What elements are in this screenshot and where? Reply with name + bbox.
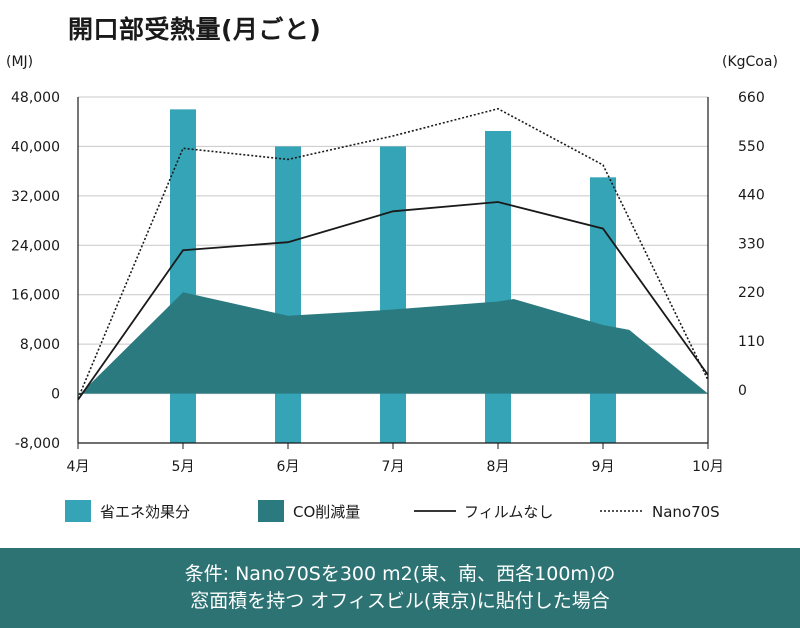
co-area-shape	[78, 292, 708, 397]
left-tick-label: -8,000	[15, 436, 60, 452]
chart: 48,000 40,000 32,000 24,000 16,000 8,000 0 -8,0…	[6, 54, 778, 522]
category-label: 7月	[382, 459, 405, 475]
legend: 省エネ効果分 CO削減量 フィルムなし Nano70S	[65, 500, 720, 522]
right-tick-label: 660	[738, 90, 765, 106]
chart-title: 開口部受熱量(月ごと)	[68, 15, 322, 44]
category-label: 4月	[67, 459, 90, 475]
left-tick-label: 32,000	[11, 189, 60, 205]
condition-line-1: 条件: Nano70Sを300 m2(東、南、西各100m)の	[184, 563, 616, 585]
bar	[380, 146, 406, 443]
category-label: 10月	[692, 459, 724, 475]
legend-swatch-bar	[65, 500, 91, 522]
bar	[275, 146, 301, 443]
left-tick-label: 8,000	[20, 337, 60, 353]
condition-footer: 条件: Nano70Sを300 m2(東、南、西各100m)の 窓面積を持つ オ…	[0, 548, 800, 628]
category-label: 8月	[487, 459, 510, 475]
lines	[77, 107, 709, 401]
category-label: 6月	[277, 459, 300, 475]
left-tick-label: 16,000	[11, 288, 60, 304]
no-film-line	[77, 201, 709, 401]
right-axis-unit: (KgCoa)	[722, 54, 778, 70]
left-tick-label: 40,000	[11, 139, 60, 155]
bar	[485, 130, 511, 443]
bar	[590, 177, 616, 444]
right-tick-label: 220	[738, 285, 765, 301]
legend-swatch-area	[258, 500, 284, 522]
right-tick-label: 110	[738, 334, 765, 350]
legend-label: フィルムなし	[464, 503, 553, 521]
left-axis-unit: (MJ)	[6, 54, 33, 70]
left-tick-label: 0	[51, 387, 60, 403]
legend-label: 省エネ効果分	[100, 503, 190, 521]
axes	[77, 97, 709, 449]
legend-label: Nano70S	[652, 503, 720, 521]
category-label: 9月	[592, 459, 615, 475]
left-tick-label: 48,000	[11, 90, 60, 106]
right-tick-label: 440	[738, 188, 765, 204]
tick-labels: 48,000 40,000 32,000 24,000 16,000 8,000 0 -8,0…	[6, 54, 778, 475]
right-tick-label: 550	[738, 139, 765, 155]
condition-line-2: 窓面積を持つ オフィスビル(東京)に貼付した場合	[190, 590, 610, 612]
left-tick-label: 24,000	[11, 238, 60, 254]
right-tick-label: 0	[738, 383, 747, 399]
nano70s-line	[77, 107, 709, 399]
category-label: 5月	[172, 459, 195, 475]
right-tick-label: 330	[738, 236, 765, 252]
co-area	[78, 292, 708, 397]
legend-label: CO削減量	[293, 503, 360, 521]
